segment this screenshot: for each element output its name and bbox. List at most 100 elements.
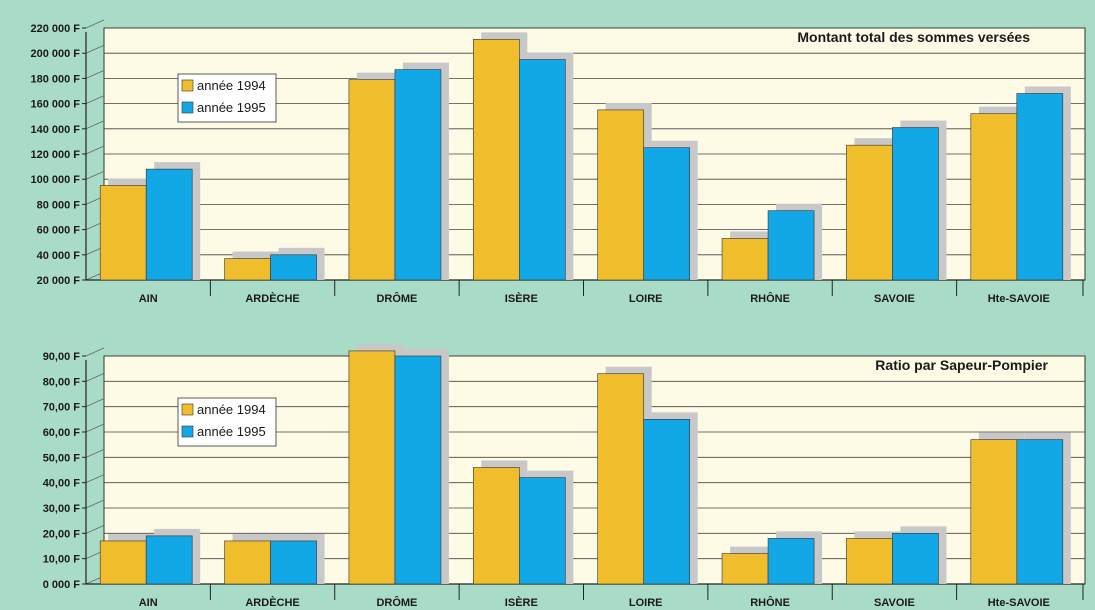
bar-montant-isère-1995 bbox=[519, 59, 566, 281]
y-tick-label: 50,00 F bbox=[43, 452, 81, 464]
x-category-label: DRÔME bbox=[376, 292, 417, 305]
y-tick-label: 20 000 F bbox=[37, 275, 81, 287]
bar-montant-isère-1994 bbox=[473, 39, 520, 281]
x-category-label: Hte-SAVOIE bbox=[988, 293, 1050, 305]
bar-ratio-ardèche-1994 bbox=[224, 540, 271, 585]
bar-montant-ardèche-1995 bbox=[270, 254, 317, 281]
legend-box bbox=[177, 73, 277, 123]
legend: année 1994 année 1995 bbox=[177, 73, 277, 123]
bar-ratio-drôme-1994 bbox=[348, 350, 396, 585]
y-tick-label: 80,00 F bbox=[43, 376, 81, 388]
bar-ratio-savoie-1995 bbox=[892, 533, 939, 585]
bar-ratio-hte-savoie-1995 bbox=[1016, 439, 1064, 585]
legend-label-1995: année 1995 bbox=[197, 100, 266, 115]
y-tick-label: 200 000 F bbox=[30, 48, 80, 60]
x-category-label: ISÈRE bbox=[505, 596, 538, 609]
chart-title: Montant total des sommes versées bbox=[797, 29, 1030, 45]
y-tick-label: 0 000 F bbox=[43, 579, 81, 591]
chart-title: Ratio par Sapeur-Pompier bbox=[875, 357, 1048, 373]
bar-ratio-ain-1994 bbox=[99, 540, 147, 585]
grid-depth-line bbox=[85, 499, 105, 509]
legend-swatch-1994 bbox=[181, 403, 194, 416]
x-category-label: AIN bbox=[139, 293, 158, 305]
x-category-label: AIN bbox=[139, 597, 158, 609]
x-category-label: RHÔNE bbox=[750, 292, 790, 305]
x-category-label: LOIRE bbox=[629, 597, 663, 609]
grid-depth-line bbox=[85, 347, 105, 357]
y-tick-label: 30,00 F bbox=[43, 503, 81, 515]
grid-depth-line bbox=[85, 448, 105, 458]
y-tick-label: 40 000 F bbox=[37, 250, 81, 262]
bar-montant-rhône-1994 bbox=[721, 238, 769, 281]
x-category-label: Hte-SAVOIE bbox=[988, 597, 1050, 609]
bar-ratio-isère-1995 bbox=[519, 477, 566, 585]
bar-montant-rhône-1995 bbox=[767, 210, 815, 281]
grid-depth-line bbox=[85, 398, 105, 408]
y-tick-label: 90,00 F bbox=[43, 351, 81, 363]
bar-montant-hte-savoie-1994 bbox=[970, 113, 1018, 281]
bar-ratio-rhône-1994 bbox=[721, 553, 769, 585]
y-tick-label: 160 000 F bbox=[30, 99, 80, 111]
y-tick-label: 40,00 F bbox=[43, 478, 81, 490]
bar-ratio-ain-1995 bbox=[145, 535, 193, 585]
grid-depth-line bbox=[85, 372, 105, 382]
bar-montant-drôme-1994 bbox=[348, 79, 396, 281]
bar-montant-loire-1994 bbox=[597, 109, 644, 281]
bar-montant-ardèche-1994 bbox=[224, 258, 271, 281]
y-tick-label: 220 000 F bbox=[30, 23, 80, 35]
bar-montant-hte-savoie-1995 bbox=[1016, 93, 1064, 281]
grid-depth-line bbox=[85, 44, 105, 54]
x-category-label: ARDÈCHE bbox=[245, 292, 299, 305]
y-tick-label: 60,00 F bbox=[43, 427, 81, 439]
grid-depth-line bbox=[85, 170, 105, 180]
legend-swatch-1994 bbox=[181, 79, 194, 92]
x-category-label: ARDÈCHE bbox=[245, 596, 299, 609]
x-category-label: RHÔNE bbox=[750, 596, 790, 609]
grid-depth-line bbox=[85, 70, 105, 79]
legend-swatch-1995 bbox=[181, 101, 194, 114]
bar-ratio-rhône-1995 bbox=[767, 538, 815, 585]
y-tick-label: 140 000 F bbox=[30, 124, 80, 136]
x-category-label: SAVOIE bbox=[874, 293, 915, 305]
legend-label-1994: année 1994 bbox=[197, 78, 266, 93]
legend-label-1995: année 1995 bbox=[197, 424, 266, 439]
bar-ratio-loire-1995 bbox=[643, 419, 690, 585]
grid-depth-line bbox=[85, 474, 105, 484]
legend-box bbox=[177, 397, 277, 447]
grid-depth-line bbox=[85, 423, 105, 433]
y-tick-label: 20,00 F bbox=[43, 528, 81, 540]
bar-ratio-loire-1994 bbox=[597, 373, 644, 585]
bar-ratio-hte-savoie-1994 bbox=[970, 439, 1018, 585]
y-tick-label: 180 000 F bbox=[30, 73, 80, 85]
x-category-label: LOIRE bbox=[629, 293, 663, 305]
legend: année 1994 année 1995 bbox=[177, 397, 277, 447]
grid-depth-line bbox=[85, 524, 105, 534]
legend-label-1994: année 1994 bbox=[197, 402, 266, 417]
chart-montant-total: 20 000 F 40 000 F 60 000 F 80 000 F 100 000 … bbox=[30, 19, 1086, 305]
bar-montant-loire-1995 bbox=[643, 147, 690, 281]
x-category-label: DRÔME bbox=[376, 596, 417, 609]
bar-ratio-ardèche-1995 bbox=[270, 540, 317, 585]
y-tick-label: 120 000 F bbox=[30, 149, 80, 161]
bar-montant-ain-1995 bbox=[145, 168, 193, 281]
bar-ratio-drôme-1995 bbox=[394, 355, 442, 585]
y-tick-label: 80 000 F bbox=[37, 199, 81, 211]
bar-montant-drôme-1995 bbox=[394, 69, 442, 281]
bar-montant-savoie-1995 bbox=[892, 127, 939, 281]
legend-swatch-1995 bbox=[181, 425, 194, 438]
grid-depth-line bbox=[85, 145, 105, 155]
bar-ratio-savoie-1994 bbox=[846, 538, 893, 585]
y-tick-label: 100 000 F bbox=[30, 174, 80, 186]
x-category-label: SAVOIE bbox=[874, 597, 915, 609]
bar-montant-ain-1994 bbox=[99, 185, 147, 281]
y-tick-label: 60 000 F bbox=[37, 225, 81, 237]
x-category-label: ISÈRE bbox=[505, 292, 538, 305]
grid-depth-line bbox=[85, 120, 105, 130]
chart-ratio-sapeur-pompier: 0 000 F 10,00 F 20,00 F 30,00 F 40,00 F 50,00… bbox=[43, 343, 1086, 609]
bar-montant-savoie-1994 bbox=[846, 144, 893, 281]
grid-depth-line bbox=[85, 95, 105, 104]
y-tick-label: 70,00 F bbox=[43, 402, 81, 414]
grid-depth-line bbox=[85, 19, 105, 29]
bar-ratio-isère-1994 bbox=[473, 467, 520, 585]
